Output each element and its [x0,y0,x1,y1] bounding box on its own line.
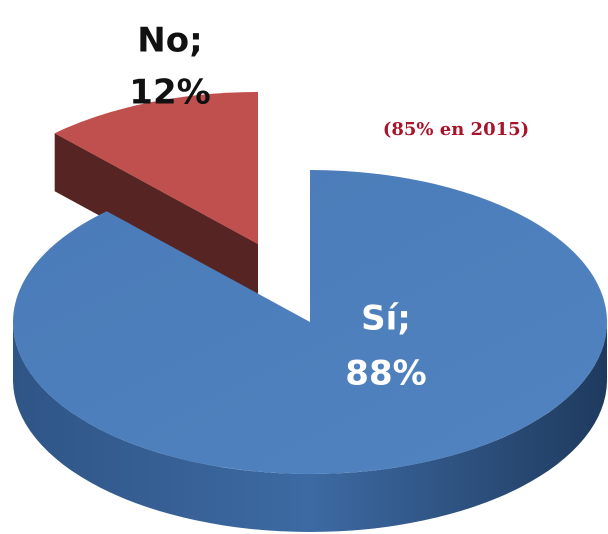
slice-side [13,322,607,532]
data-label-category: Sí; [361,299,411,339]
slice-cut-face [54,133,258,302]
data-label-value: 12% [129,73,210,113]
data-label-value: 88% [345,354,426,394]
slice [12,170,608,474]
slice [54,92,258,244]
annotation: (85% en 2015) [383,119,529,140]
data-label-category: No; [137,21,202,61]
